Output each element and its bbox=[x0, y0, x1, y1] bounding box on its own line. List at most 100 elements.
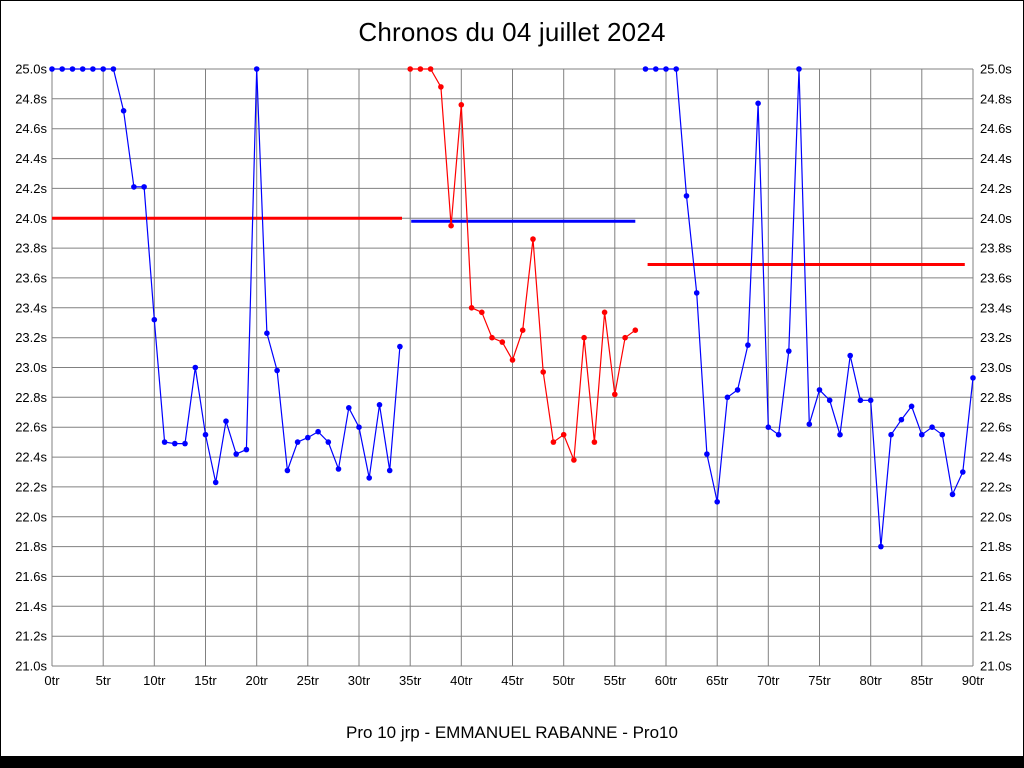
lap-point bbox=[550, 439, 557, 445]
lap-point bbox=[642, 66, 649, 72]
lap-point bbox=[530, 236, 536, 242]
lap-point bbox=[489, 334, 495, 341]
y-tick-label-left: 23.6s bbox=[15, 270, 47, 285]
x-tick-label: 45tr bbox=[501, 673, 524, 688]
lap-point bbox=[571, 457, 577, 463]
x-tick-label: 15tr bbox=[194, 673, 217, 688]
y-tick-label-right: 22.6s bbox=[980, 420, 1012, 435]
y-tick-label-right: 24.6s bbox=[980, 121, 1012, 136]
y-tick-label-right: 23.8s bbox=[980, 241, 1012, 256]
y-tick-label-left: 24.2s bbox=[15, 181, 47, 196]
x-tick-label: 60tr bbox=[655, 673, 678, 688]
y-tick-label-right: 23.2s bbox=[980, 330, 1012, 345]
lap-point bbox=[202, 431, 209, 438]
lap-point bbox=[775, 431, 782, 438]
lap-point bbox=[212, 479, 219, 486]
lap-point bbox=[110, 66, 117, 72]
x-tick-label: 10tr bbox=[143, 673, 166, 688]
lap-point bbox=[683, 193, 690, 199]
y-tick-label-right: 22.2s bbox=[980, 479, 1012, 494]
x-tick-label: 70tr bbox=[757, 673, 780, 688]
x-tick-label: 25tr bbox=[297, 673, 320, 688]
lap-point bbox=[448, 222, 454, 229]
chart-title: Chronos du 04 juillet 2024 bbox=[358, 17, 666, 47]
lap-point bbox=[919, 431, 925, 438]
y-tick-label-left: 22.0s bbox=[15, 509, 47, 524]
lap-point bbox=[315, 428, 321, 435]
lap-point bbox=[346, 405, 352, 411]
lap-point bbox=[243, 446, 250, 453]
lap-point bbox=[182, 440, 188, 447]
lap-point bbox=[509, 357, 516, 363]
lap-point bbox=[49, 66, 55, 72]
lap-point bbox=[131, 184, 137, 190]
lap-point bbox=[837, 431, 843, 438]
lap-point bbox=[591, 439, 598, 445]
lap-point bbox=[325, 439, 332, 445]
y-tick-label-right: 23.0s bbox=[980, 360, 1012, 375]
lap-point bbox=[560, 431, 567, 438]
y-tick-label-right: 24.2s bbox=[980, 181, 1012, 196]
lap-point bbox=[612, 391, 618, 398]
lap-point bbox=[816, 387, 823, 393]
lap-point bbox=[806, 421, 813, 428]
lap-point bbox=[79, 66, 86, 72]
y-tick-label-right: 25.0s bbox=[980, 62, 1012, 77]
lap-point bbox=[653, 66, 659, 72]
lap-point bbox=[724, 394, 731, 401]
x-tick-label: 55tr bbox=[604, 673, 627, 688]
lap-point bbox=[898, 416, 905, 423]
lap-point bbox=[417, 66, 424, 72]
y-tick-label-left: 24.4s bbox=[15, 151, 47, 166]
lap-point bbox=[632, 327, 639, 334]
lap-point bbox=[233, 451, 239, 457]
axis-labels: 25.0s 25.0s 24.8s 24.8s 24.6s 24.6s 24.4s 24.4s… bbox=[15, 62, 1012, 689]
lap-point bbox=[929, 424, 935, 431]
lap-point bbox=[386, 467, 393, 474]
x-tick-label: 50tr bbox=[552, 673, 575, 688]
lap-point bbox=[438, 84, 444, 90]
lap-point bbox=[376, 402, 383, 408]
y-tick-label-right: 23.4s bbox=[980, 300, 1012, 315]
lap-point bbox=[335, 466, 342, 472]
lap-point bbox=[294, 439, 301, 445]
x-tick-label: 5tr bbox=[96, 673, 112, 688]
lap-point bbox=[960, 469, 966, 475]
bottom-bar bbox=[1, 756, 1023, 767]
y-tick-label-left: 22.4s bbox=[15, 450, 47, 465]
lap-point bbox=[663, 66, 669, 72]
lap-point bbox=[755, 100, 761, 107]
lap-point bbox=[857, 397, 864, 404]
lap-point bbox=[479, 309, 485, 316]
lap-point bbox=[407, 66, 414, 72]
x-tick-label: 90tr bbox=[962, 673, 985, 688]
lap-point bbox=[90, 66, 96, 72]
lap-point bbox=[69, 66, 76, 72]
lap-point bbox=[264, 330, 270, 337]
lap-point bbox=[397, 343, 403, 350]
x-tick-label: 80tr bbox=[859, 673, 882, 688]
y-tick-label-right: 22.4s bbox=[980, 450, 1012, 465]
lap-point bbox=[734, 387, 741, 393]
y-tick-label-left: 21.4s bbox=[15, 599, 47, 614]
stint-3-blue bbox=[642, 66, 976, 550]
lap-point bbox=[305, 434, 311, 441]
lap-point bbox=[141, 184, 147, 190]
lap-point bbox=[284, 467, 291, 474]
y-tick-label-left: 21.0s bbox=[15, 659, 47, 674]
y-tick-label-left: 23.2s bbox=[15, 330, 47, 345]
lap-point bbox=[786, 348, 792, 354]
y-tick-label-right: 22.0s bbox=[980, 509, 1012, 524]
lap-point bbox=[540, 369, 546, 375]
lap-point bbox=[151, 316, 158, 323]
lap-point bbox=[908, 403, 915, 410]
lap-point bbox=[796, 66, 802, 72]
lap-point bbox=[223, 418, 229, 425]
y-tick-label-left: 22.2s bbox=[15, 479, 47, 494]
lap-point bbox=[745, 342, 751, 348]
lap-point bbox=[847, 352, 853, 359]
y-tick-label-left: 21.2s bbox=[15, 629, 47, 644]
lap-point bbox=[253, 66, 260, 72]
